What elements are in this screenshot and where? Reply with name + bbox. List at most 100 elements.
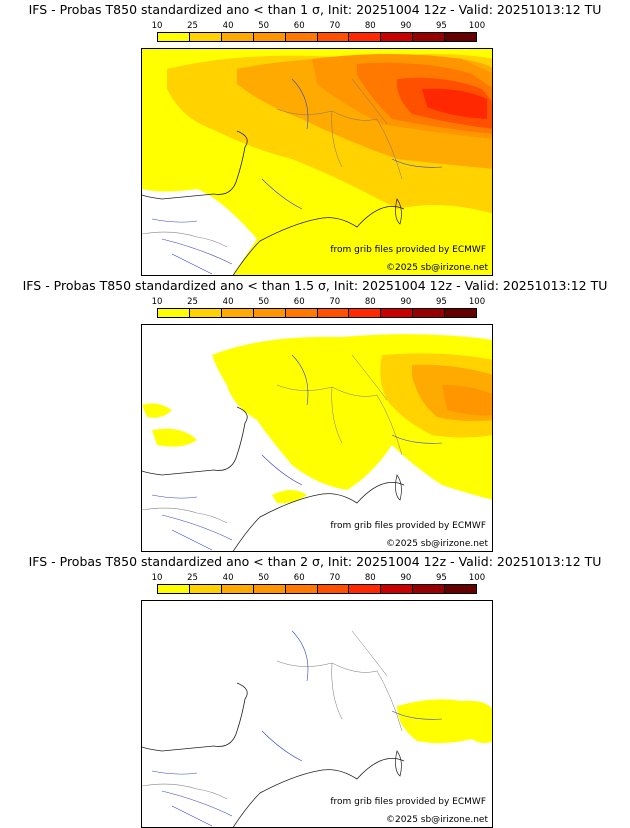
legend-swatch (253, 33, 286, 41)
coastline (232, 757, 405, 827)
legend-swatch (445, 585, 477, 593)
legend-tick: 80 (364, 573, 376, 583)
legend-swatch (413, 585, 446, 593)
legend-tick: 80 (364, 297, 376, 307)
legend-swatch (381, 309, 414, 317)
legend-swatch (221, 585, 254, 593)
coastline (232, 205, 405, 275)
legend-tick: 10 (151, 21, 163, 31)
legend-swatch (285, 585, 318, 593)
legend-tick: 60 (293, 297, 305, 307)
border (276, 78, 403, 180)
legend-colorbar (157, 584, 477, 594)
legend-tick: 40 (222, 21, 234, 31)
legend-swatch (221, 33, 254, 41)
legend-swatch (158, 585, 190, 593)
legend-swatch (381, 585, 414, 593)
legend-tick: 10 (151, 297, 163, 307)
legend-tick: 25 (187, 573, 198, 583)
map-canvas (142, 630, 492, 827)
legend-tick: 70 (329, 297, 341, 307)
island (395, 750, 402, 777)
legend-tick: 90 (400, 573, 412, 583)
legend-tick: 25 (187, 21, 198, 31)
legend-colorbar (157, 308, 477, 318)
island (395, 198, 402, 225)
probability-map: from grib files provided by ECMWF ©2025 … (141, 324, 493, 552)
legend-tick: 80 (364, 21, 376, 31)
legend-tick: 50 (258, 573, 270, 583)
legend-swatch (285, 33, 318, 41)
copyright-credit: ©2025 sb@irizone.net (386, 539, 488, 549)
legend-swatch (413, 309, 446, 317)
map-panel-2: IFS - Probas T850 standardized ano < tha… (0, 276, 630, 552)
border (276, 354, 403, 456)
coastline (142, 130, 248, 200)
copyright-credit: ©2025 sb@irizone.net (386, 263, 488, 273)
legend-colorbar (157, 32, 477, 42)
legend-swatch (158, 309, 190, 317)
source-credit: from grib files provided by ECMWF (330, 521, 486, 531)
island (395, 474, 402, 501)
legend-ticks: 10 25 40 50 60 70 80 90 95 100 (152, 21, 486, 31)
legend-tick: 95 (435, 297, 447, 307)
legend-tick: 70 (329, 21, 341, 31)
legend-tick: 95 (435, 573, 447, 583)
legend-swatch (349, 309, 382, 317)
color-legend: 10 25 40 50 60 70 80 90 95 100 (152, 21, 486, 45)
legend-tick: 90 (400, 297, 412, 307)
prob-area-10 (142, 403, 307, 504)
legend-swatch (317, 585, 350, 593)
panel-title: IFS - Probas T850 standardized ano < tha… (22, 278, 608, 293)
coastline (142, 682, 248, 752)
legend-swatch (285, 309, 318, 317)
probability-map: from grib files provided by ECMWF ©2025 … (141, 48, 493, 276)
legend-swatch (317, 309, 350, 317)
legend-swatch (413, 33, 446, 41)
legend-swatch (158, 33, 190, 41)
river (151, 218, 233, 275)
legend-tick: 100 (468, 297, 486, 307)
color-legend: 10 25 40 50 60 70 80 90 95 100 (152, 297, 486, 321)
legend-tick: 100 (468, 21, 486, 31)
border (142, 783, 228, 800)
river (151, 494, 233, 551)
legend-tick: 60 (293, 573, 305, 583)
legend-tick: 50 (258, 297, 270, 307)
probability-map: from grib files provided by ECMWF ©2025 … (141, 600, 493, 828)
map-canvas (142, 49, 492, 275)
legend-swatch (221, 309, 254, 317)
coastline (142, 406, 248, 476)
legend-swatch (317, 33, 350, 41)
legend-swatch (189, 33, 222, 41)
panel-title: IFS - Probas T850 standardized ano < tha… (28, 554, 602, 569)
prob-area-50 (442, 385, 492, 416)
panel-title: IFS - Probas T850 standardized ano < tha… (28, 2, 602, 17)
legend-tick: 95 (435, 21, 447, 31)
legend-ticks: 10 25 40 50 60 70 80 90 95 100 (152, 573, 486, 583)
legend-tick: 90 (400, 21, 412, 31)
river (261, 354, 443, 486)
source-credit: from grib files provided by ECMWF (330, 245, 486, 255)
river (151, 770, 233, 827)
legend-tick: 25 (187, 297, 198, 307)
legend-swatch (349, 33, 382, 41)
legend-tick: 100 (468, 573, 486, 583)
legend-swatch (381, 33, 414, 41)
copyright-credit: ©2025 sb@irizone.net (386, 815, 488, 825)
legend-swatch (189, 309, 222, 317)
map-canvas (142, 334, 492, 551)
prob-area-10 (397, 699, 492, 744)
source-credit: from grib files provided by ECMWF (330, 797, 486, 807)
legend-swatch (253, 309, 286, 317)
legend-tick: 60 (293, 21, 305, 31)
legend-tick: 70 (329, 573, 341, 583)
legend-ticks: 10 25 40 50 60 70 80 90 95 100 (152, 297, 486, 307)
legend-swatch (253, 585, 286, 593)
legend-tick: 10 (151, 573, 163, 583)
river (261, 630, 443, 762)
legend-swatch (189, 585, 222, 593)
legend-swatch (349, 585, 382, 593)
color-legend: 10 25 40 50 60 70 80 90 95 100 (152, 573, 486, 597)
legend-tick: 40 (222, 297, 234, 307)
